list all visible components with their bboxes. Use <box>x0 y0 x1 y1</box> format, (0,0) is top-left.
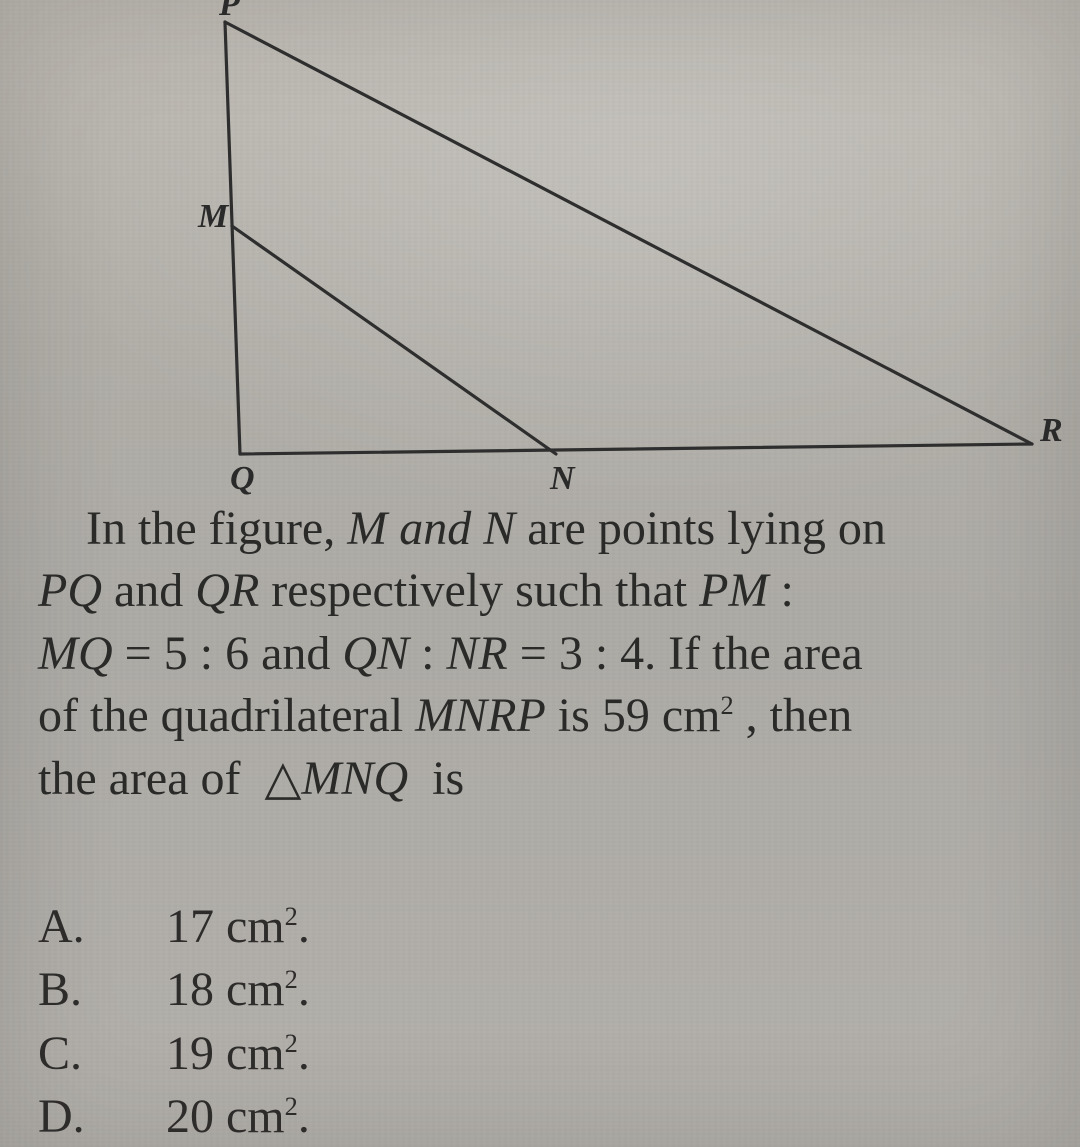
choice-text: 18 cm2. <box>166 958 310 1021</box>
page: { "figure": { "type": "geometry-diagram"… <box>0 0 1080 1147</box>
question-text: In the figure, M and N are points lying … <box>38 498 1048 810</box>
choice-D[interactable]: D.20 cm2. <box>38 1085 310 1147</box>
edge-PR <box>225 22 1032 444</box>
choice-text: 20 cm2. <box>166 1085 310 1147</box>
choice-letter: B. <box>38 958 166 1021</box>
question-line-1: In the figure, M and N are points lying … <box>38 498 1048 560</box>
choice-B[interactable]: B.18 cm2. <box>38 958 310 1021</box>
question-line-5: the area of △MNQ is <box>38 748 1048 810</box>
choice-C[interactable]: C.19 cm2. <box>38 1022 310 1085</box>
choice-text: 17 cm2. <box>166 895 310 958</box>
vertex-label-Q: Q <box>230 460 255 498</box>
choice-A[interactable]: A.17 cm2. <box>38 895 310 958</box>
vertex-label-P: P <box>219 0 240 24</box>
question-line-3: MQ = 5 : 6 and QN : NR = 3 : 4. If the a… <box>38 623 1048 685</box>
vertex-label-R: R <box>1040 412 1063 450</box>
edge-PQ <box>225 22 240 454</box>
vertex-label-N: N <box>550 460 575 498</box>
vertex-label-M: M <box>198 198 229 236</box>
choice-letter: D. <box>38 1085 166 1147</box>
edge-MN <box>232 226 556 454</box>
question-line-4: of the quadrilateral MNRP is 59 cm2 , th… <box>38 685 1048 747</box>
choice-letter: A. <box>38 895 166 958</box>
choice-text: 19 cm2. <box>166 1022 310 1085</box>
answer-choices: A.17 cm2.B.18 cm2.C.19 cm2.D.20 cm2. <box>38 895 310 1147</box>
triangle-diagram-svg <box>120 0 1060 500</box>
edge-QR <box>240 444 1032 454</box>
question-line-2: PQ and QR respectively such that PM : <box>38 560 1048 622</box>
choice-letter: C. <box>38 1022 166 1085</box>
geometry-figure: P M Q N R <box>120 0 1060 500</box>
